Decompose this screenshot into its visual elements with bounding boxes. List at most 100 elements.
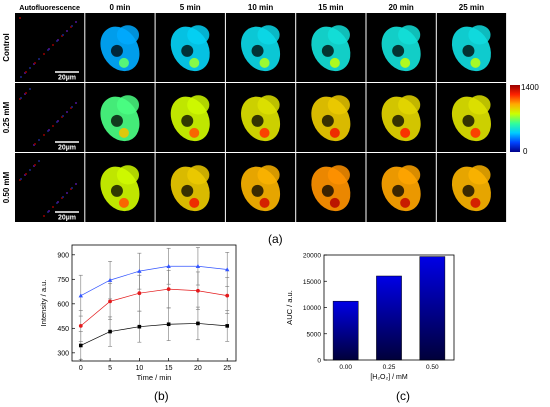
y-tick-label: 10000 <box>303 305 321 312</box>
cell-hotspot <box>189 57 200 68</box>
data-point <box>196 288 200 293</box>
noise-speck <box>43 53 45 55</box>
scale-bar-label: 20µm <box>58 145 76 152</box>
data-point <box>107 277 113 282</box>
micrograph-tile <box>366 13 436 82</box>
noise-speck <box>57 201 59 203</box>
cell-shape <box>327 165 350 185</box>
noise-speck <box>48 129 50 131</box>
cell-hotspot <box>400 57 411 68</box>
column-header: 20 min <box>388 3 413 12</box>
noise-speck <box>43 134 45 136</box>
cell-shape <box>257 25 280 45</box>
cell-vacuole <box>462 44 475 57</box>
cell-shape <box>257 95 280 115</box>
noise-speck <box>71 106 73 108</box>
cell-shape <box>468 95 491 115</box>
cell-shape <box>116 25 140 45</box>
row-label: 0.25 mM <box>2 101 11 133</box>
noise-speck <box>20 76 22 78</box>
row-label: 0.50 mM <box>2 171 11 203</box>
micrograph-tile <box>155 153 225 222</box>
micrograph-tile <box>436 153 507 222</box>
cell-vacuole <box>321 44 334 57</box>
y-tick-label: 750 <box>57 277 69 284</box>
cell-hotspot <box>259 57 270 68</box>
cell-shape <box>187 25 210 45</box>
data-series <box>78 306 230 360</box>
data-point <box>225 324 230 328</box>
cell-hotspot <box>118 197 129 208</box>
cell-hotspot <box>118 127 129 138</box>
data-point <box>78 293 83 298</box>
noise-speck <box>71 25 73 27</box>
noise-speck <box>66 192 68 194</box>
plot-frame <box>71 244 237 362</box>
cell-hotspot <box>470 57 481 68</box>
noise-speck <box>48 210 50 212</box>
panel-label-a: (a) <box>268 232 283 246</box>
cell-shape <box>398 25 421 45</box>
y-tick-label: 20000 <box>303 253 321 260</box>
cell-vacuole <box>251 114 264 127</box>
x-tick-label: 0 <box>79 365 83 372</box>
cell-vacuole <box>462 114 475 127</box>
data-point <box>196 321 200 326</box>
cell-shape <box>468 25 491 45</box>
micrograph-tile <box>225 83 296 152</box>
tile-background <box>15 13 85 82</box>
scale-bar-label: 20µm <box>58 215 76 222</box>
micrograph-tile <box>366 83 436 152</box>
x-tick-label: 10 <box>135 365 143 372</box>
cell-vacuole <box>110 44 123 57</box>
micrograph-tile <box>155 13 225 82</box>
x-tick-label: 0.25 <box>383 364 396 371</box>
panel-label-b: (b) <box>154 389 169 403</box>
x-tick-label: 0.00 <box>339 364 352 371</box>
cell-vacuole <box>392 184 405 197</box>
cell-shape <box>468 165 491 185</box>
y-tick-label: 5000 <box>307 331 322 338</box>
y-tick-label: 15000 <box>303 279 321 286</box>
noise-speck <box>38 139 40 141</box>
micrograph-tile <box>15 83 85 152</box>
micrograph-tile <box>85 13 155 82</box>
cell-vacuole <box>181 114 194 127</box>
x-tick-label: 0.50 <box>426 364 439 371</box>
column-header: 25 min <box>459 3 484 12</box>
data-point <box>195 263 201 268</box>
micrograph-tile <box>296 13 366 82</box>
data-point <box>137 291 142 296</box>
micrograph-tile <box>366 153 436 222</box>
colorbar-max-label: 1400 <box>521 83 539 92</box>
data-point <box>108 329 112 334</box>
colorbar <box>510 85 520 152</box>
column-header: 10 min <box>248 3 273 12</box>
data-point <box>137 268 142 273</box>
noise-speck <box>57 120 59 122</box>
row-label: Control <box>2 33 11 61</box>
cell-vacuole <box>251 44 264 57</box>
cell-shape <box>187 95 210 115</box>
series-line <box>80 323 228 346</box>
data-series <box>78 247 230 317</box>
series-line <box>80 288 228 327</box>
noise-speck <box>52 44 54 46</box>
noise-speck <box>75 183 77 185</box>
cell-shape <box>116 95 140 115</box>
micrograph-tile <box>436 13 507 82</box>
data-point <box>166 322 171 327</box>
cell-vacuole <box>321 184 334 197</box>
cell-shape <box>187 165 210 185</box>
micrograph-tile <box>225 153 296 222</box>
cell-hotspot <box>189 127 200 138</box>
microscopy-panel: Autofluorescence 0 min 5 min 10 min 15 min 20… <box>2 3 539 222</box>
cell-vacuole <box>462 184 475 197</box>
column-header: 5 min <box>180 3 201 12</box>
cell-vacuole <box>392 44 405 57</box>
data-point <box>225 267 230 272</box>
noise-speck <box>66 111 68 113</box>
noise-speck <box>38 58 40 60</box>
column-header: 15 min <box>318 3 343 12</box>
cell-hotspot <box>329 197 340 208</box>
